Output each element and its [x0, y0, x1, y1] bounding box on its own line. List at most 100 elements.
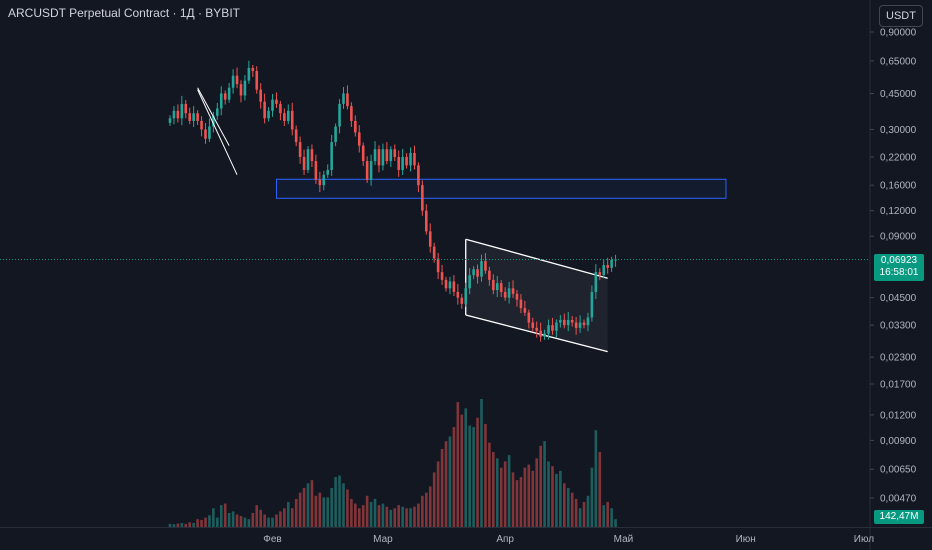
- candle-body: [310, 149, 314, 162]
- candle-body: [381, 149, 385, 166]
- currency-button[interactable]: USDT: [879, 5, 923, 27]
- candle-body: [365, 161, 369, 180]
- candle-body: [432, 246, 436, 259]
- volume-bar: [219, 505, 223, 527]
- candle-body: [263, 101, 266, 119]
- y-tick-label: 0,90000: [880, 28, 917, 39]
- candle-body: [598, 272, 602, 276]
- volume-bar: [200, 519, 203, 527]
- volume-bar: [334, 477, 337, 527]
- candle-body: [184, 103, 188, 114]
- candle-body: [397, 156, 400, 170]
- volume-bar: [377, 505, 381, 527]
- volume-bar: [566, 487, 570, 527]
- candle-body: [223, 93, 227, 100]
- volume-bar: [302, 487, 306, 527]
- volume-bar: [354, 503, 357, 527]
- volume-bar: [247, 519, 251, 527]
- candle-body: [405, 156, 408, 166]
- volume-bar: [255, 505, 259, 527]
- y-tick-label: 0,45000: [880, 89, 917, 100]
- candle-body: [527, 312, 531, 323]
- volume-bar: [551, 466, 554, 527]
- volume-bar: [192, 522, 195, 527]
- candle-body: [409, 152, 412, 166]
- volume-bar: [259, 509, 262, 527]
- candle-body: [582, 322, 586, 326]
- trend-lines[interactable]: [197, 87, 238, 175]
- candle-body: [267, 110, 270, 119]
- volume-bar: [535, 458, 538, 527]
- x-tick-label: Мар: [373, 534, 393, 545]
- candle-body: [507, 288, 511, 298]
- volume-bar: [598, 452, 602, 527]
- volume-bar: [326, 497, 330, 527]
- candle-body: [306, 149, 310, 170]
- candle-body: [448, 281, 452, 289]
- trend-line[interactable]: [197, 89, 238, 175]
- volume-bar: [235, 514, 239, 527]
- volume-bar: [385, 506, 389, 527]
- volume-bar: [590, 467, 594, 527]
- candle-body: [377, 149, 381, 166]
- candle-body: [480, 261, 483, 277]
- candle-body: [393, 149, 397, 157]
- candle-body: [436, 258, 440, 273]
- volume-bar: [357, 508, 361, 527]
- volume-bar: [421, 495, 424, 527]
- candle-body: [373, 149, 377, 162]
- candle-body: [168, 118, 172, 123]
- candle-body: [286, 110, 290, 121]
- candle-body: [235, 75, 239, 85]
- candle-body: [251, 67, 255, 71]
- volume-bar: [188, 522, 192, 527]
- volume-bar: [373, 498, 377, 527]
- volume-bar: [574, 498, 578, 527]
- candle-body: [428, 231, 432, 247]
- price-zone-rectangle[interactable]: [275, 178, 727, 199]
- volume-bar: [196, 519, 199, 527]
- candle-body: [247, 67, 251, 81]
- volume-bar: [539, 445, 542, 527]
- candle-body: [578, 322, 582, 328]
- candle-body: [176, 110, 180, 119]
- candle-body: [606, 265, 609, 268]
- candle-body: [200, 120, 203, 130]
- x-tick-label: Май: [614, 534, 634, 545]
- volume-bar: [492, 452, 495, 527]
- volume-bar: [531, 470, 535, 527]
- candle-body: [503, 291, 507, 298]
- volume-bar: [610, 508, 613, 527]
- candle-body: [283, 113, 286, 121]
- volume-bar: [424, 492, 428, 527]
- candle-body: [350, 106, 353, 121]
- volume-bar: [401, 506, 404, 527]
- volume-bar: [365, 495, 369, 527]
- candle-body: [590, 291, 594, 318]
- candle-body: [452, 281, 456, 292]
- candle-body: [543, 333, 546, 337]
- volume-bar: [294, 498, 298, 527]
- channel-upper-line[interactable]: [465, 238, 608, 279]
- volume-bar: [460, 414, 464, 527]
- volume-bar: [563, 483, 566, 527]
- volume-bar: [511, 472, 515, 527]
- volume-bar: [428, 486, 432, 527]
- trend-line[interactable]: [197, 87, 230, 146]
- volume-bar: [361, 505, 365, 527]
- volume-bar: [484, 423, 487, 527]
- candle-body: [338, 103, 341, 127]
- volume-bar: [168, 523, 172, 527]
- volume-bar: [594, 430, 598, 527]
- y-tick-label: 0,00900: [880, 436, 917, 447]
- volume-bar: [286, 502, 290, 527]
- candle-body: [484, 261, 487, 271]
- volume-bar: [275, 514, 278, 527]
- candle-body: [574, 322, 578, 328]
- volume-bar: [417, 503, 420, 527]
- volume-bar: [342, 483, 345, 527]
- candle-body: [314, 161, 318, 180]
- zone-rectangle[interactable]: [275, 178, 727, 199]
